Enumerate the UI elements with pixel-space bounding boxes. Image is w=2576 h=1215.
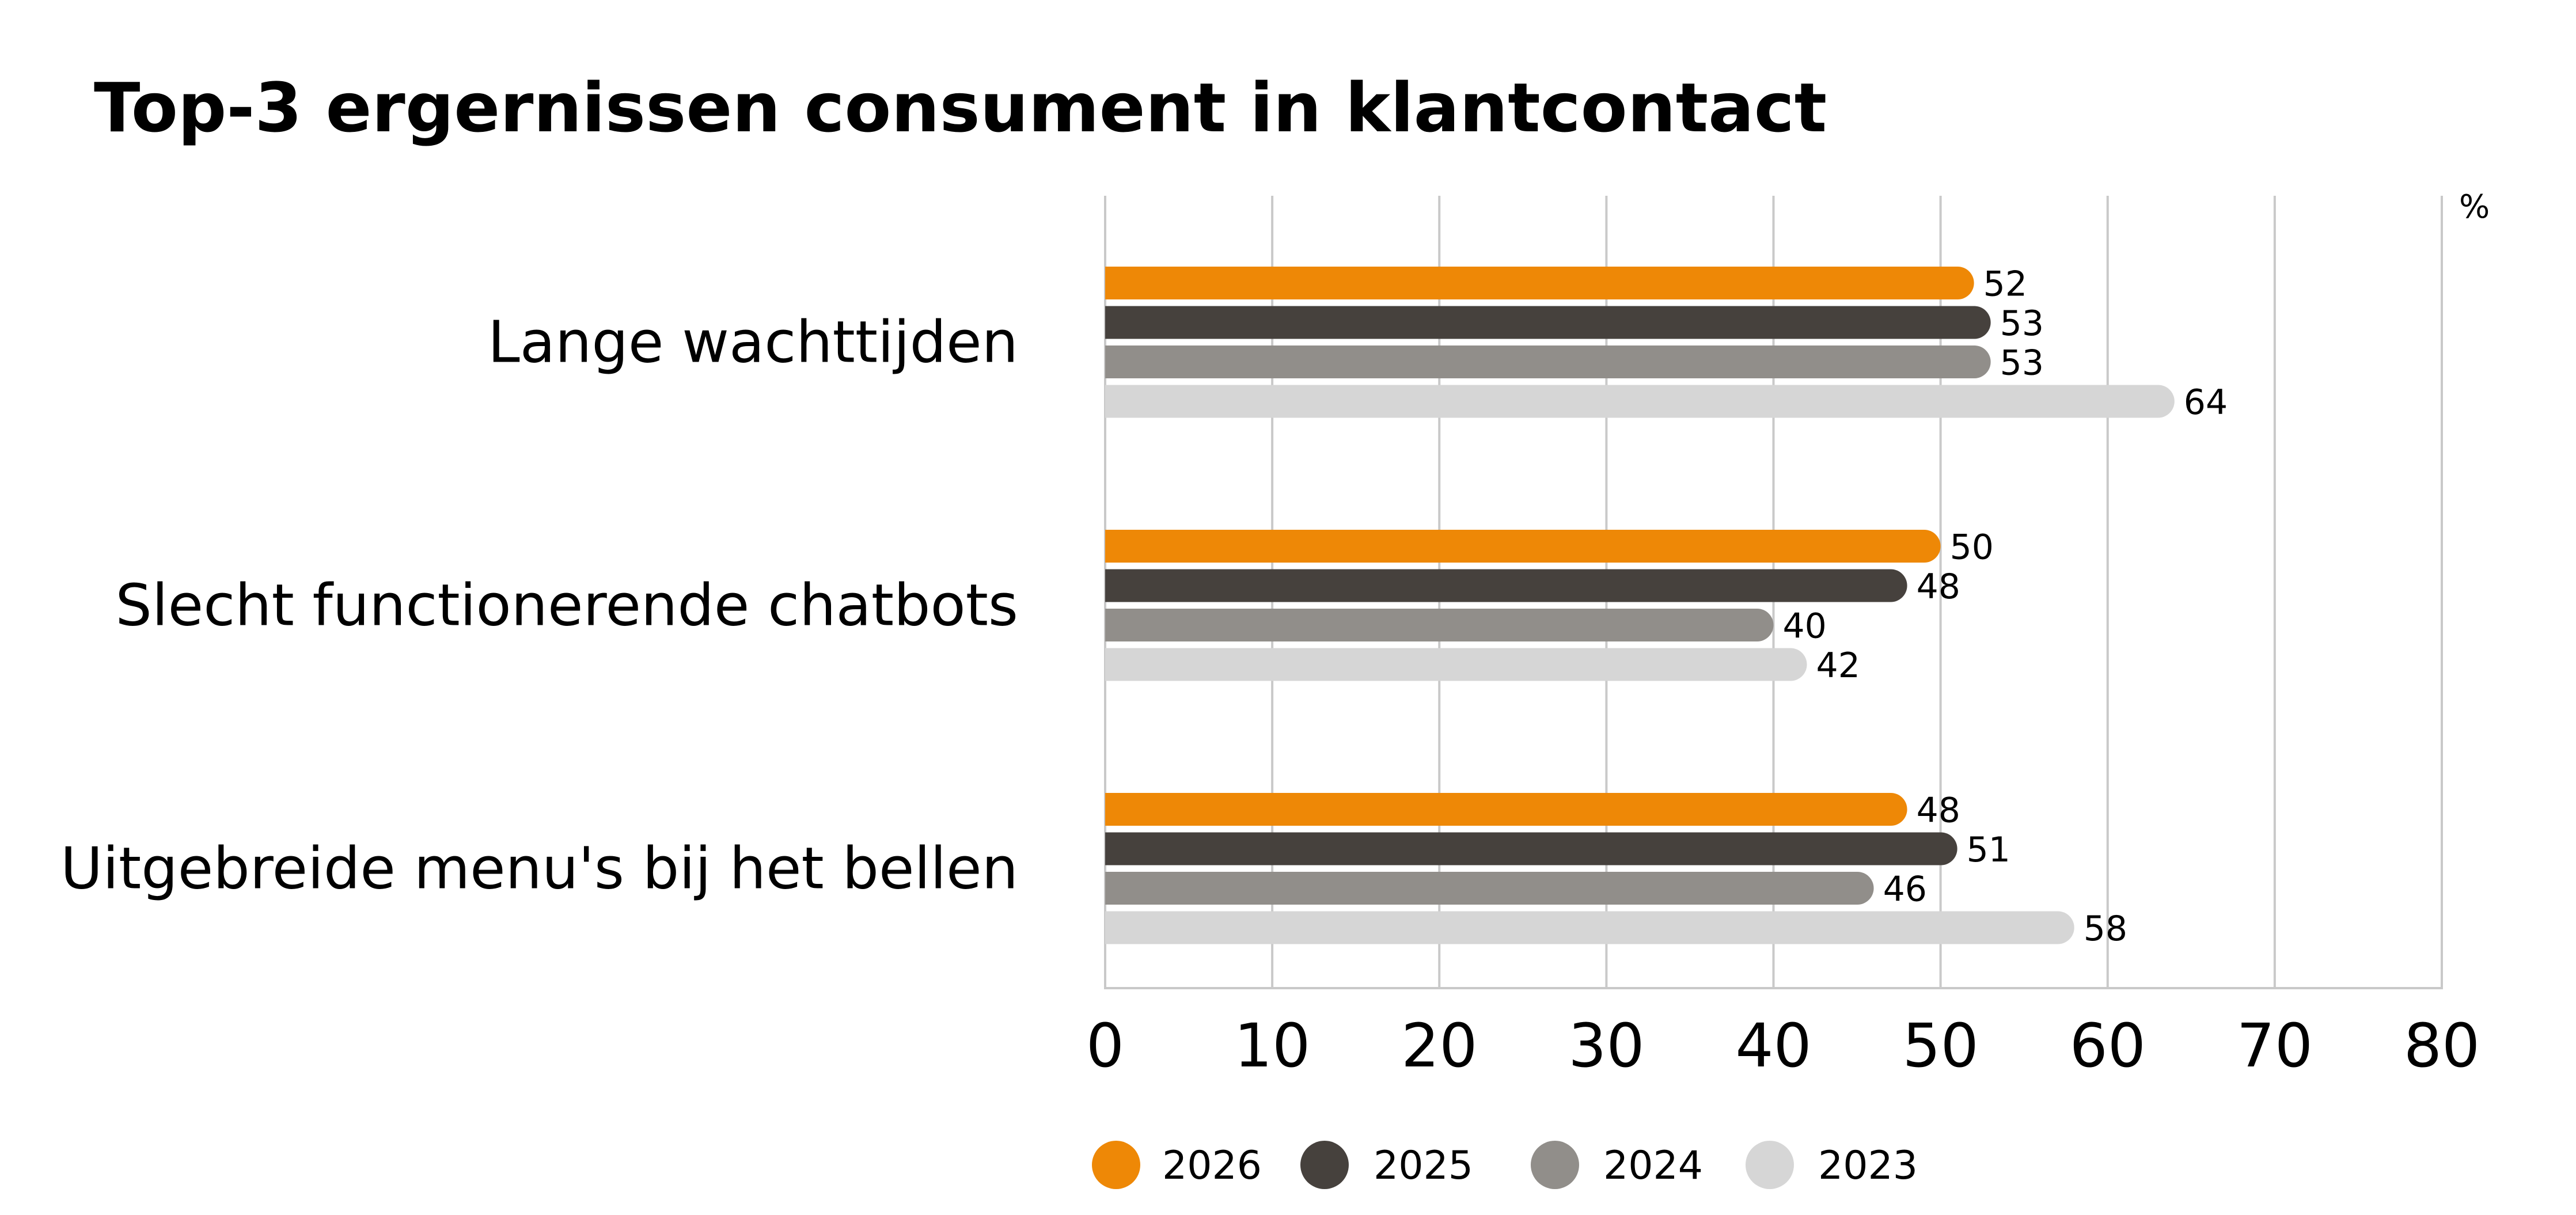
data-label: 64: [2184, 382, 2228, 423]
bar-2024: [1105, 609, 1774, 641]
data-label: 48: [1917, 567, 1960, 607]
bar-2025: [1105, 832, 1957, 865]
data-label: 53: [2000, 303, 2044, 344]
data-label: 40: [1783, 606, 1827, 647]
category-label: Lange wachttijden: [488, 308, 1018, 375]
category-labels: Lange wachttijden Slecht functionerende c…: [60, 308, 1018, 902]
data-label: 46: [1883, 870, 1927, 910]
bars: [1105, 267, 2175, 944]
x-tick-label: 20: [1401, 1011, 1477, 1081]
legend-label: 2026: [1162, 1143, 1262, 1189]
bar-2025: [1105, 569, 1907, 602]
legend-marker-2024: [1531, 1141, 1579, 1189]
x-tick-label: 10: [1234, 1011, 1310, 1081]
legend-label: 2024: [1603, 1143, 1703, 1189]
legend: 2026 2025 2024 2023: [1092, 1141, 1918, 1189]
category-label: Slecht functionerende chatbots: [115, 571, 1018, 639]
data-label: 48: [1917, 791, 1960, 831]
x-tick-label: 60: [2070, 1011, 2146, 1081]
bar-2026: [1105, 530, 1941, 563]
bar-2023: [1105, 911, 2074, 944]
legend-marker-2026: [1092, 1141, 1140, 1189]
bar-2025: [1105, 306, 1991, 339]
legend-label: 2023: [1818, 1143, 1918, 1189]
bar-2026: [1105, 267, 1974, 299]
data-label: 52: [1983, 264, 2027, 305]
bar-2026: [1105, 793, 1907, 826]
chart-title: Top-3 ergernissen consument in klantcont…: [94, 68, 1827, 147]
x-tick-label: 50: [1902, 1011, 1978, 1081]
legend-marker-2025: [1300, 1141, 1349, 1189]
bar-2024: [1105, 872, 1874, 905]
legend-marker-2023: [1746, 1141, 1794, 1189]
x-tick-label: 0: [1086, 1011, 1124, 1081]
data-label: 42: [1816, 646, 1860, 686]
data-label: 50: [1950, 527, 1994, 568]
data-label: 53: [2000, 343, 2044, 384]
bar-2023: [1105, 385, 2175, 418]
x-tick-labels: 0 10 20 30 40 50 60 70 80: [1086, 1011, 2480, 1081]
x-tick-label: 80: [2404, 1011, 2480, 1081]
category-label: Uitgebreide menu's bij het bellen: [60, 834, 1018, 902]
data-label: 51: [1967, 830, 2010, 870]
data-label: 58: [2084, 909, 2127, 949]
legend-label: 2025: [1374, 1143, 1473, 1189]
x-tick-label: 70: [2237, 1011, 2313, 1081]
bar-2024: [1105, 345, 1991, 378]
unit-label: %: [2459, 188, 2490, 226]
x-tick-label: 40: [1735, 1011, 1811, 1081]
bar-2023: [1105, 648, 1807, 681]
x-tick-label: 30: [1568, 1011, 1644, 1081]
